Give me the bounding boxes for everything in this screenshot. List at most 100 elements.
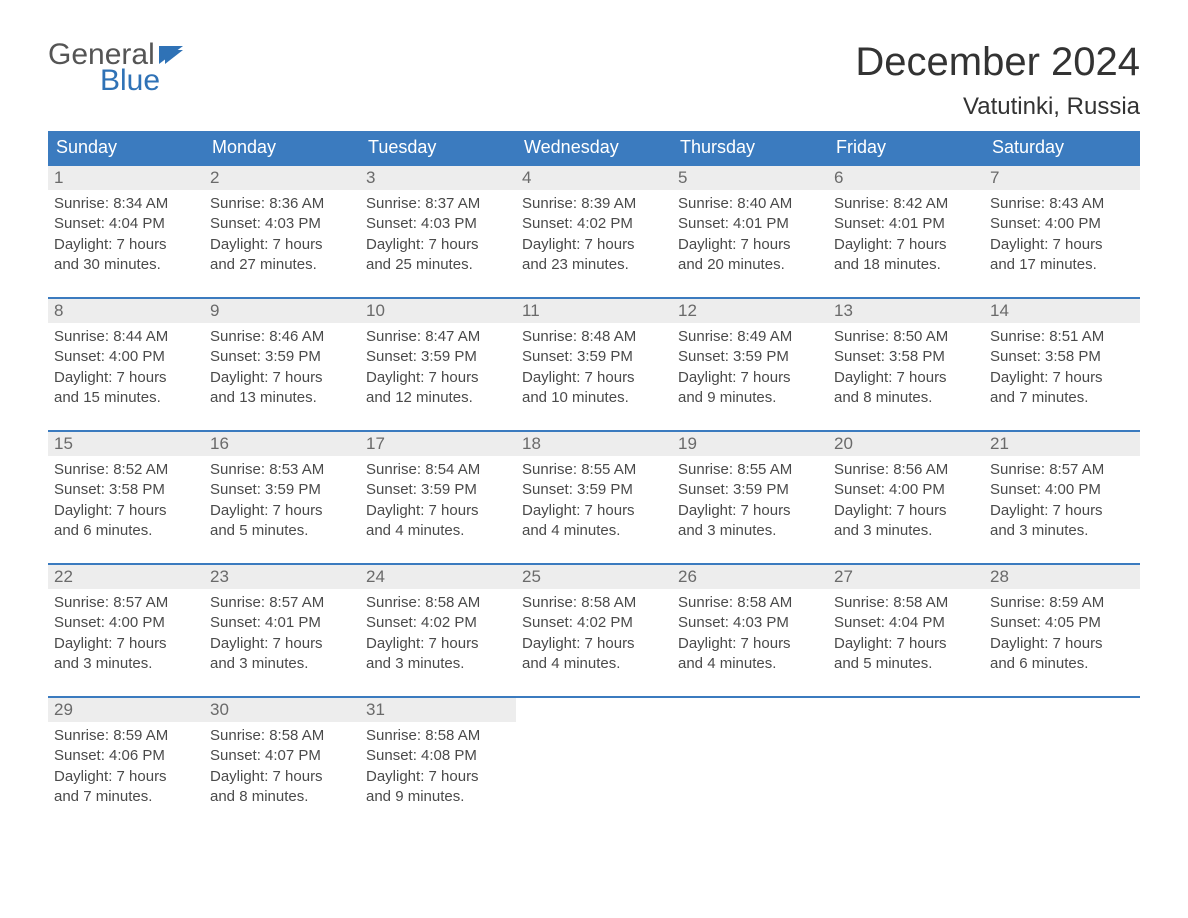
daylight-line-2: and 3 minutes. — [366, 654, 510, 674]
daylight-line-2: and 17 minutes. — [990, 255, 1134, 275]
sunrise-line: Sunrise: 8:57 AM — [54, 593, 198, 613]
day-cell: 16Sunrise: 8:53 AMSunset: 3:59 PMDayligh… — [204, 432, 360, 547]
weekday-monday: Monday — [204, 131, 360, 164]
daylight-line-2: and 4 minutes. — [366, 521, 510, 541]
day-number: 18 — [516, 432, 672, 456]
sunset-line: Sunset: 4:02 PM — [366, 613, 510, 633]
sunrise-line: Sunrise: 8:57 AM — [990, 460, 1134, 480]
daylight-line-1: Daylight: 7 hours — [834, 501, 978, 521]
day-number: 10 — [360, 299, 516, 323]
daylight-line-1: Daylight: 7 hours — [522, 368, 666, 388]
day-number: 23 — [204, 565, 360, 589]
day-number: 22 — [48, 565, 204, 589]
day-number: 12 — [672, 299, 828, 323]
daylight-line-2: and 25 minutes. — [366, 255, 510, 275]
daylight-line-1: Daylight: 7 hours — [990, 235, 1134, 255]
day-body: Sunrise: 8:53 AMSunset: 3:59 PMDaylight:… — [204, 456, 360, 541]
sunrise-line: Sunrise: 8:58 AM — [366, 726, 510, 746]
day-body: Sunrise: 8:58 AMSunset: 4:08 PMDaylight:… — [360, 722, 516, 807]
sunset-line: Sunset: 4:02 PM — [522, 613, 666, 633]
sunrise-line: Sunrise: 8:36 AM — [210, 194, 354, 214]
weekday-sunday: Sunday — [48, 131, 204, 164]
day-number: 29 — [48, 698, 204, 722]
daylight-line-2: and 3 minutes. — [990, 521, 1134, 541]
sunrise-line: Sunrise: 8:58 AM — [678, 593, 822, 613]
daylight-line-2: and 6 minutes. — [990, 654, 1134, 674]
day-cell — [672, 698, 828, 813]
daylight-line-1: Daylight: 7 hours — [678, 235, 822, 255]
day-cell: 13Sunrise: 8:50 AMSunset: 3:58 PMDayligh… — [828, 299, 984, 414]
daylight-line-1: Daylight: 7 hours — [990, 501, 1134, 521]
day-number: 25 — [516, 565, 672, 589]
sunset-line: Sunset: 3:58 PM — [54, 480, 198, 500]
sunrise-line: Sunrise: 8:52 AM — [54, 460, 198, 480]
daylight-line-1: Daylight: 7 hours — [834, 368, 978, 388]
day-cell: 11Sunrise: 8:48 AMSunset: 3:59 PMDayligh… — [516, 299, 672, 414]
daylight-line-1: Daylight: 7 hours — [54, 235, 198, 255]
daylight-line-2: and 13 minutes. — [210, 388, 354, 408]
day-body: Sunrise: 8:57 AMSunset: 4:01 PMDaylight:… — [204, 589, 360, 674]
day-cell: 3Sunrise: 8:37 AMSunset: 4:03 PMDaylight… — [360, 166, 516, 281]
daylight-line-1: Daylight: 7 hours — [54, 634, 198, 654]
day-cell: 7Sunrise: 8:43 AMSunset: 4:00 PMDaylight… — [984, 166, 1140, 281]
day-cell: 8Sunrise: 8:44 AMSunset: 4:00 PMDaylight… — [48, 299, 204, 414]
daylight-line-1: Daylight: 7 hours — [990, 368, 1134, 388]
sunset-line: Sunset: 4:05 PM — [990, 613, 1134, 633]
day-number: 20 — [828, 432, 984, 456]
day-number: 9 — [204, 299, 360, 323]
daylight-line-1: Daylight: 7 hours — [54, 368, 198, 388]
day-cell: 29Sunrise: 8:59 AMSunset: 4:06 PMDayligh… — [48, 698, 204, 813]
day-body: Sunrise: 8:59 AMSunset: 4:06 PMDaylight:… — [48, 722, 204, 807]
daylight-line-2: and 12 minutes. — [366, 388, 510, 408]
day-cell: 25Sunrise: 8:58 AMSunset: 4:02 PMDayligh… — [516, 565, 672, 680]
sunset-line: Sunset: 4:00 PM — [990, 480, 1134, 500]
daylight-line-1: Daylight: 7 hours — [54, 767, 198, 787]
day-cell: 1Sunrise: 8:34 AMSunset: 4:04 PMDaylight… — [48, 166, 204, 281]
day-body: Sunrise: 8:58 AMSunset: 4:04 PMDaylight:… — [828, 589, 984, 674]
weekday-tuesday: Tuesday — [360, 131, 516, 164]
sunset-line: Sunset: 4:03 PM — [210, 214, 354, 234]
daylight-line-2: and 4 minutes. — [522, 521, 666, 541]
sunrise-line: Sunrise: 8:55 AM — [522, 460, 666, 480]
day-body: Sunrise: 8:56 AMSunset: 4:00 PMDaylight:… — [828, 456, 984, 541]
daylight-line-1: Daylight: 7 hours — [834, 634, 978, 654]
daylight-line-2: and 8 minutes. — [834, 388, 978, 408]
brand-word2: Blue — [100, 66, 183, 96]
sunrise-line: Sunrise: 8:59 AM — [54, 726, 198, 746]
day-number: 8 — [48, 299, 204, 323]
day-number: 4 — [516, 166, 672, 190]
sunrise-line: Sunrise: 8:47 AM — [366, 327, 510, 347]
day-body: Sunrise: 8:58 AMSunset: 4:02 PMDaylight:… — [516, 589, 672, 674]
day-body: Sunrise: 8:44 AMSunset: 4:00 PMDaylight:… — [48, 323, 204, 408]
daylight-line-2: and 5 minutes. — [210, 521, 354, 541]
daylight-line-1: Daylight: 7 hours — [210, 767, 354, 787]
daylight-line-2: and 9 minutes. — [366, 787, 510, 807]
sunset-line: Sunset: 3:58 PM — [990, 347, 1134, 367]
title-block: December 2024 Vatutinki, Russia — [855, 40, 1140, 121]
sunrise-line: Sunrise: 8:58 AM — [834, 593, 978, 613]
daylight-line-2: and 7 minutes. — [54, 787, 198, 807]
daylight-line-2: and 7 minutes. — [990, 388, 1134, 408]
day-number: 28 — [984, 565, 1140, 589]
sunrise-line: Sunrise: 8:55 AM — [678, 460, 822, 480]
day-cell: 30Sunrise: 8:58 AMSunset: 4:07 PMDayligh… — [204, 698, 360, 813]
day-number: 5 — [672, 166, 828, 190]
daylight-line-2: and 20 minutes. — [678, 255, 822, 275]
day-cell — [516, 698, 672, 813]
day-number: 21 — [984, 432, 1140, 456]
day-body: Sunrise: 8:55 AMSunset: 3:59 PMDaylight:… — [672, 456, 828, 541]
sunrise-line: Sunrise: 8:58 AM — [522, 593, 666, 613]
sunrise-line: Sunrise: 8:56 AM — [834, 460, 978, 480]
day-cell: 27Sunrise: 8:58 AMSunset: 4:04 PMDayligh… — [828, 565, 984, 680]
day-cell: 17Sunrise: 8:54 AMSunset: 3:59 PMDayligh… — [360, 432, 516, 547]
daylight-line-1: Daylight: 7 hours — [522, 634, 666, 654]
daylight-line-1: Daylight: 7 hours — [522, 235, 666, 255]
day-number: 31 — [360, 698, 516, 722]
daylight-line-2: and 4 minutes. — [678, 654, 822, 674]
sunset-line: Sunset: 4:03 PM — [678, 613, 822, 633]
day-number: 2 — [204, 166, 360, 190]
sunset-line: Sunset: 3:58 PM — [834, 347, 978, 367]
sunset-line: Sunset: 3:59 PM — [522, 347, 666, 367]
day-number: 30 — [204, 698, 360, 722]
day-cell: 2Sunrise: 8:36 AMSunset: 4:03 PMDaylight… — [204, 166, 360, 281]
